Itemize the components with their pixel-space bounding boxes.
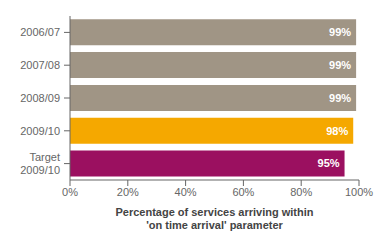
svg-text:60%: 60% (232, 186, 254, 198)
svg-text:40%: 40% (175, 186, 197, 198)
svg-text:0%: 0% (62, 186, 78, 198)
svg-text:100%: 100% (345, 186, 373, 198)
svg-text:20%: 20% (117, 186, 139, 198)
svg-text:99%: 99% (329, 26, 351, 38)
svg-text:2009/10: 2009/10 (20, 125, 60, 137)
svg-text:99%: 99% (329, 92, 351, 104)
html-text:Percentage of services arrivin: Percentage of services arriving within '… (115, 206, 314, 231)
svg-text:80%: 80% (290, 186, 312, 198)
svg-text:2007/08: 2007/08 (20, 59, 60, 71)
svg-text:2006/07: 2006/07 (20, 26, 60, 38)
svg-text:99%: 99% (329, 59, 351, 71)
svg-text:98%: 98% (326, 125, 348, 137)
svg-text:Target2009/10: Target2009/10 (20, 151, 60, 176)
svg-text:2008/09: 2008/09 (20, 92, 60, 104)
svg-text:95%: 95% (318, 157, 340, 169)
